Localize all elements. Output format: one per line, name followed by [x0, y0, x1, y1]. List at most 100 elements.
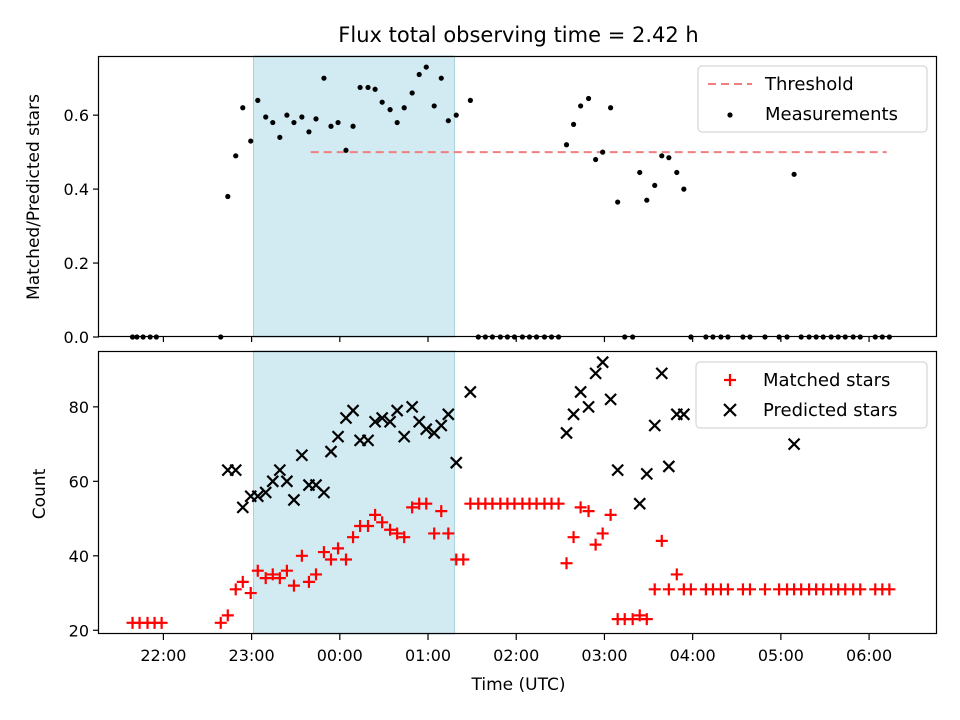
measurement-point: [445, 118, 451, 124]
matched-star-point: [339, 553, 352, 566]
matched-star-point: [236, 575, 249, 588]
matched-star-point: [302, 575, 315, 588]
bottom-x-tick-label: 03:00: [581, 646, 627, 665]
top-plot-frame: [97, 55, 938, 338]
measurement-point: [401, 105, 407, 111]
predicted-star-point: [604, 393, 617, 406]
bottom-x-tick-label: 23:00: [229, 646, 275, 665]
bottom-x-tick-label: 06:00: [846, 646, 892, 665]
top-legend: Threshold Measurements: [697, 65, 928, 133]
predicted-star-point: [560, 426, 573, 440]
predicted-star-point: [449, 456, 463, 469]
measurement-point: [321, 75, 327, 81]
bottom-y-ticks: 20 40 60 80: [69, 398, 99, 640]
top-y-tick-label: 0.6: [64, 106, 89, 125]
predicted-star-point: [434, 419, 448, 432]
measurement-point: [467, 97, 473, 103]
predicted-star-point: [236, 501, 250, 514]
predicted-star-point: [251, 489, 265, 503]
measurement-point: [255, 97, 261, 103]
predicted-star-point: [442, 408, 455, 421]
bottom-x-tick-label: 05:00: [758, 646, 804, 665]
matched-star-point: [626, 613, 639, 626]
top-legend-box: [697, 65, 928, 133]
measurement-point: [335, 119, 341, 126]
measurement-point: [608, 105, 614, 111]
predicted-star-point: [405, 400, 419, 414]
measurement-point: [277, 134, 283, 140]
measurement-point: [659, 153, 665, 159]
matched-star-point: [221, 609, 234, 622]
top-y-tick-label: 0.2: [64, 254, 89, 273]
predicted-star-point: [419, 422, 433, 436]
predicted-star-point: [582, 400, 595, 414]
measurement-point: [248, 138, 254, 144]
predicted-star-point: [567, 408, 580, 421]
measurement-point: [423, 64, 429, 70]
matched-star-point: [670, 568, 683, 581]
measurement-point: [313, 116, 319, 122]
bottom-x-tick-label: 04:00: [670, 646, 716, 665]
matched-star-point: [589, 538, 602, 551]
legend-matched-label: Matched stars: [763, 370, 890, 391]
measurement-point: [263, 114, 269, 120]
measurement-point: [233, 153, 239, 159]
top-y-tick-label: 0.4: [64, 180, 89, 199]
top-y-ticks: 0.0 0.2 0.4 0.6: [64, 106, 99, 347]
matched-star-point: [457, 553, 470, 566]
bottom-plot-frame: [97, 350, 938, 635]
measurement-point: [585, 95, 592, 102]
measurement-point: [365, 84, 371, 91]
predicted-star-point: [596, 355, 609, 369]
predicted-star-point: [287, 493, 301, 507]
predicted-star-point: [574, 385, 587, 399]
matched-star-point: [567, 531, 580, 544]
bottom-x-tick-label: 02:00: [493, 646, 539, 665]
matched-star-point: [574, 501, 587, 514]
predicted-star-point: [383, 415, 397, 429]
measurement-point: [600, 149, 606, 155]
matched-star-point: [384, 523, 397, 536]
bottom-x-tick-label: 22:00: [140, 646, 186, 665]
matched-star-point: [633, 609, 646, 622]
measurement-point: [270, 119, 276, 126]
matched-star-point: [376, 516, 389, 529]
bottom-legend: Matched stars Predicted stars: [695, 361, 928, 429]
predicted-star-point: [589, 367, 602, 380]
measurement-point: [328, 123, 334, 129]
measurement-point: [570, 121, 577, 128]
top-y-axis-label: Matched/Predicted stars: [24, 94, 44, 300]
matched-star-point: [854, 583, 867, 596]
matched-star-point: [604, 508, 617, 521]
bottom-y-tick-label: 60: [69, 472, 89, 491]
measurement-point: [416, 71, 422, 78]
predicted-star-point: [390, 404, 404, 417]
measurement-point: [240, 105, 246, 111]
predicted-star-point: [464, 385, 477, 399]
predicted-star-point: [633, 497, 647, 510]
matched-star-point: [596, 527, 609, 540]
predicted-star-point: [648, 419, 662, 432]
matched-star-point: [442, 527, 455, 540]
matched-star-point: [287, 579, 300, 592]
measurement-point: [387, 107, 393, 113]
predicted-star-point: [397, 430, 411, 443]
matched-star-point: [273, 572, 286, 585]
matched-star-point: [684, 583, 697, 596]
measurement-point: [372, 86, 378, 92]
matched-star-point: [648, 583, 661, 596]
matched-star-point: [398, 531, 411, 544]
measurement-point: [453, 112, 459, 118]
matched-star-point: [758, 583, 771, 596]
matched-star-point: [362, 520, 375, 533]
matched-star-point: [280, 564, 293, 577]
bottom-x-tick-label: 00:00: [317, 646, 363, 665]
measurement-point: [343, 147, 349, 153]
predicted-star-point: [346, 404, 360, 417]
bottom-panel: 20 40 60 80 22:00 23:00 00:00 01:00 02:00 03:00 0…: [30, 350, 938, 695]
matched-star-point: [883, 583, 896, 596]
measurement-point: [431, 103, 437, 109]
matched-star-point: [317, 546, 330, 559]
matched-star-point: [155, 616, 168, 629]
